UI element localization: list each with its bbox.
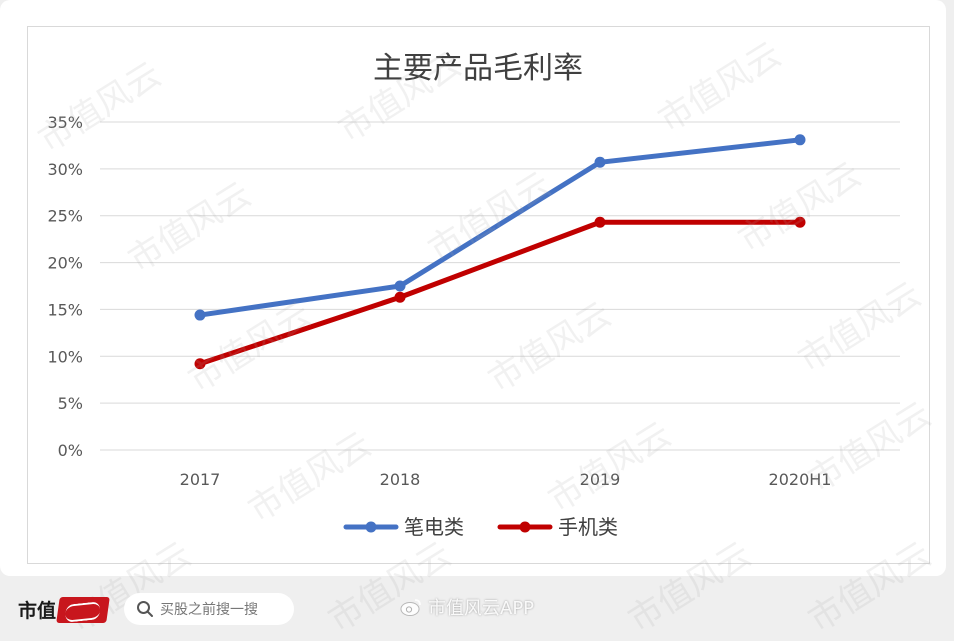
- weibo-watermark: 市值风云APP: [400, 594, 534, 620]
- brand-logo[interactable]: 市值: [18, 596, 110, 623]
- chart-frame: [27, 26, 930, 564]
- weibo-account-text: 市值风云APP: [428, 598, 535, 619]
- series-layer: [194, 134, 806, 370]
- legend-label: 手机类: [558, 515, 618, 539]
- search-icon: [137, 601, 153, 617]
- x-tick-label: 2017: [180, 470, 221, 489]
- data-point: [394, 291, 406, 303]
- series-line-0: [197, 137, 803, 318]
- y-tick-label: 30%: [47, 160, 83, 179]
- seal-logo-icon: [56, 596, 110, 623]
- legend-marker: [365, 521, 377, 533]
- legend-label: 笔电类: [404, 515, 464, 539]
- search-placeholder: 买股之前搜一搜: [160, 602, 258, 618]
- y-tick-label: 0%: [58, 441, 83, 460]
- y-tick-label: 10%: [47, 347, 83, 366]
- x-axis-ticks: 2017 2018 2019 2020H1: [180, 470, 832, 489]
- y-tick-label: 35%: [47, 113, 83, 132]
- x-tick-label: 2020H1: [769, 470, 832, 489]
- data-point: [194, 358, 206, 370]
- series-line-1: [197, 219, 803, 367]
- footer-bar: 市值 买股之前搜一搜 市值风云APP: [0, 584, 954, 634]
- y-tick-label: 20%: [47, 254, 83, 273]
- legend: 笔电类 手机类: [343, 515, 618, 539]
- data-point: [194, 309, 206, 321]
- brand-name: 市值: [18, 600, 57, 622]
- data-point: [394, 280, 406, 292]
- legend-marker: [519, 521, 531, 533]
- search-box[interactable]: 买股之前搜一搜: [124, 593, 294, 625]
- gross-margin-line-chart: 0% 5% 10% 15% 20% 25% 30% 35% 2017 2018 2019 2020H…: [47, 51, 900, 539]
- data-point: [794, 134, 806, 146]
- y-axis-ticks: 0% 5% 10% 15% 20% 25% 30% 35%: [47, 113, 83, 460]
- x-tick-label: 2019: [580, 470, 621, 489]
- data-point: [594, 216, 606, 228]
- data-point: [594, 156, 606, 168]
- chart-card: 0% 5% 10% 15% 20% 25% 30% 35% 2017 2018 2019 2020H…: [0, 0, 946, 576]
- grid-lines: [100, 121, 900, 451]
- chart-title: 主要产品毛利率: [373, 51, 583, 86]
- data-point: [794, 216, 806, 228]
- weibo-icon: [400, 599, 421, 616]
- y-tick-label: 15%: [47, 300, 83, 319]
- x-tick-label: 2018: [380, 470, 421, 489]
- y-tick-label: 25%: [47, 207, 83, 226]
- y-tick-label: 5%: [58, 394, 83, 413]
